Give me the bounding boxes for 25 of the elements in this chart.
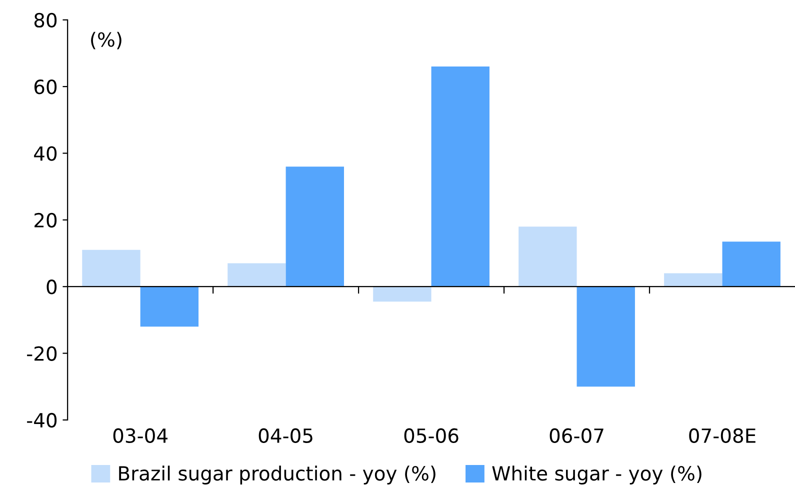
legend-label: White sugar - yoy (%) [492, 466, 702, 484]
annotation: (%) [91, 32, 122, 50]
bar [228, 263, 286, 287]
x-tick-label: 04-05 [258, 428, 312, 444]
y-tick-label: 80 [34, 12, 57, 28]
x-tick-label: 03-04 [113, 428, 168, 444]
bar [140, 286, 199, 327]
bar [82, 250, 140, 287]
y-tick-label: -40 [27, 412, 57, 428]
x-tick-label: 05-06 [404, 428, 458, 444]
bar [722, 242, 780, 287]
bar [664, 273, 722, 287]
legend-label: Brazil sugar production - yoy (%) [119, 466, 436, 484]
bar [286, 166, 344, 287]
bar [373, 286, 432, 302]
x-tick-label: 06-07 [550, 428, 604, 444]
bar [518, 226, 577, 287]
y-tick-label: 40 [34, 146, 57, 161]
y-tick-label: 60 [34, 80, 57, 94]
y-tick-label: -20 [27, 346, 57, 361]
x-tick-label: 07-08E [689, 428, 756, 444]
bar [431, 66, 490, 287]
bar [576, 286, 635, 387]
y-tick-label: 0 [46, 280, 57, 294]
y-tick-label: 20 [34, 212, 57, 228]
